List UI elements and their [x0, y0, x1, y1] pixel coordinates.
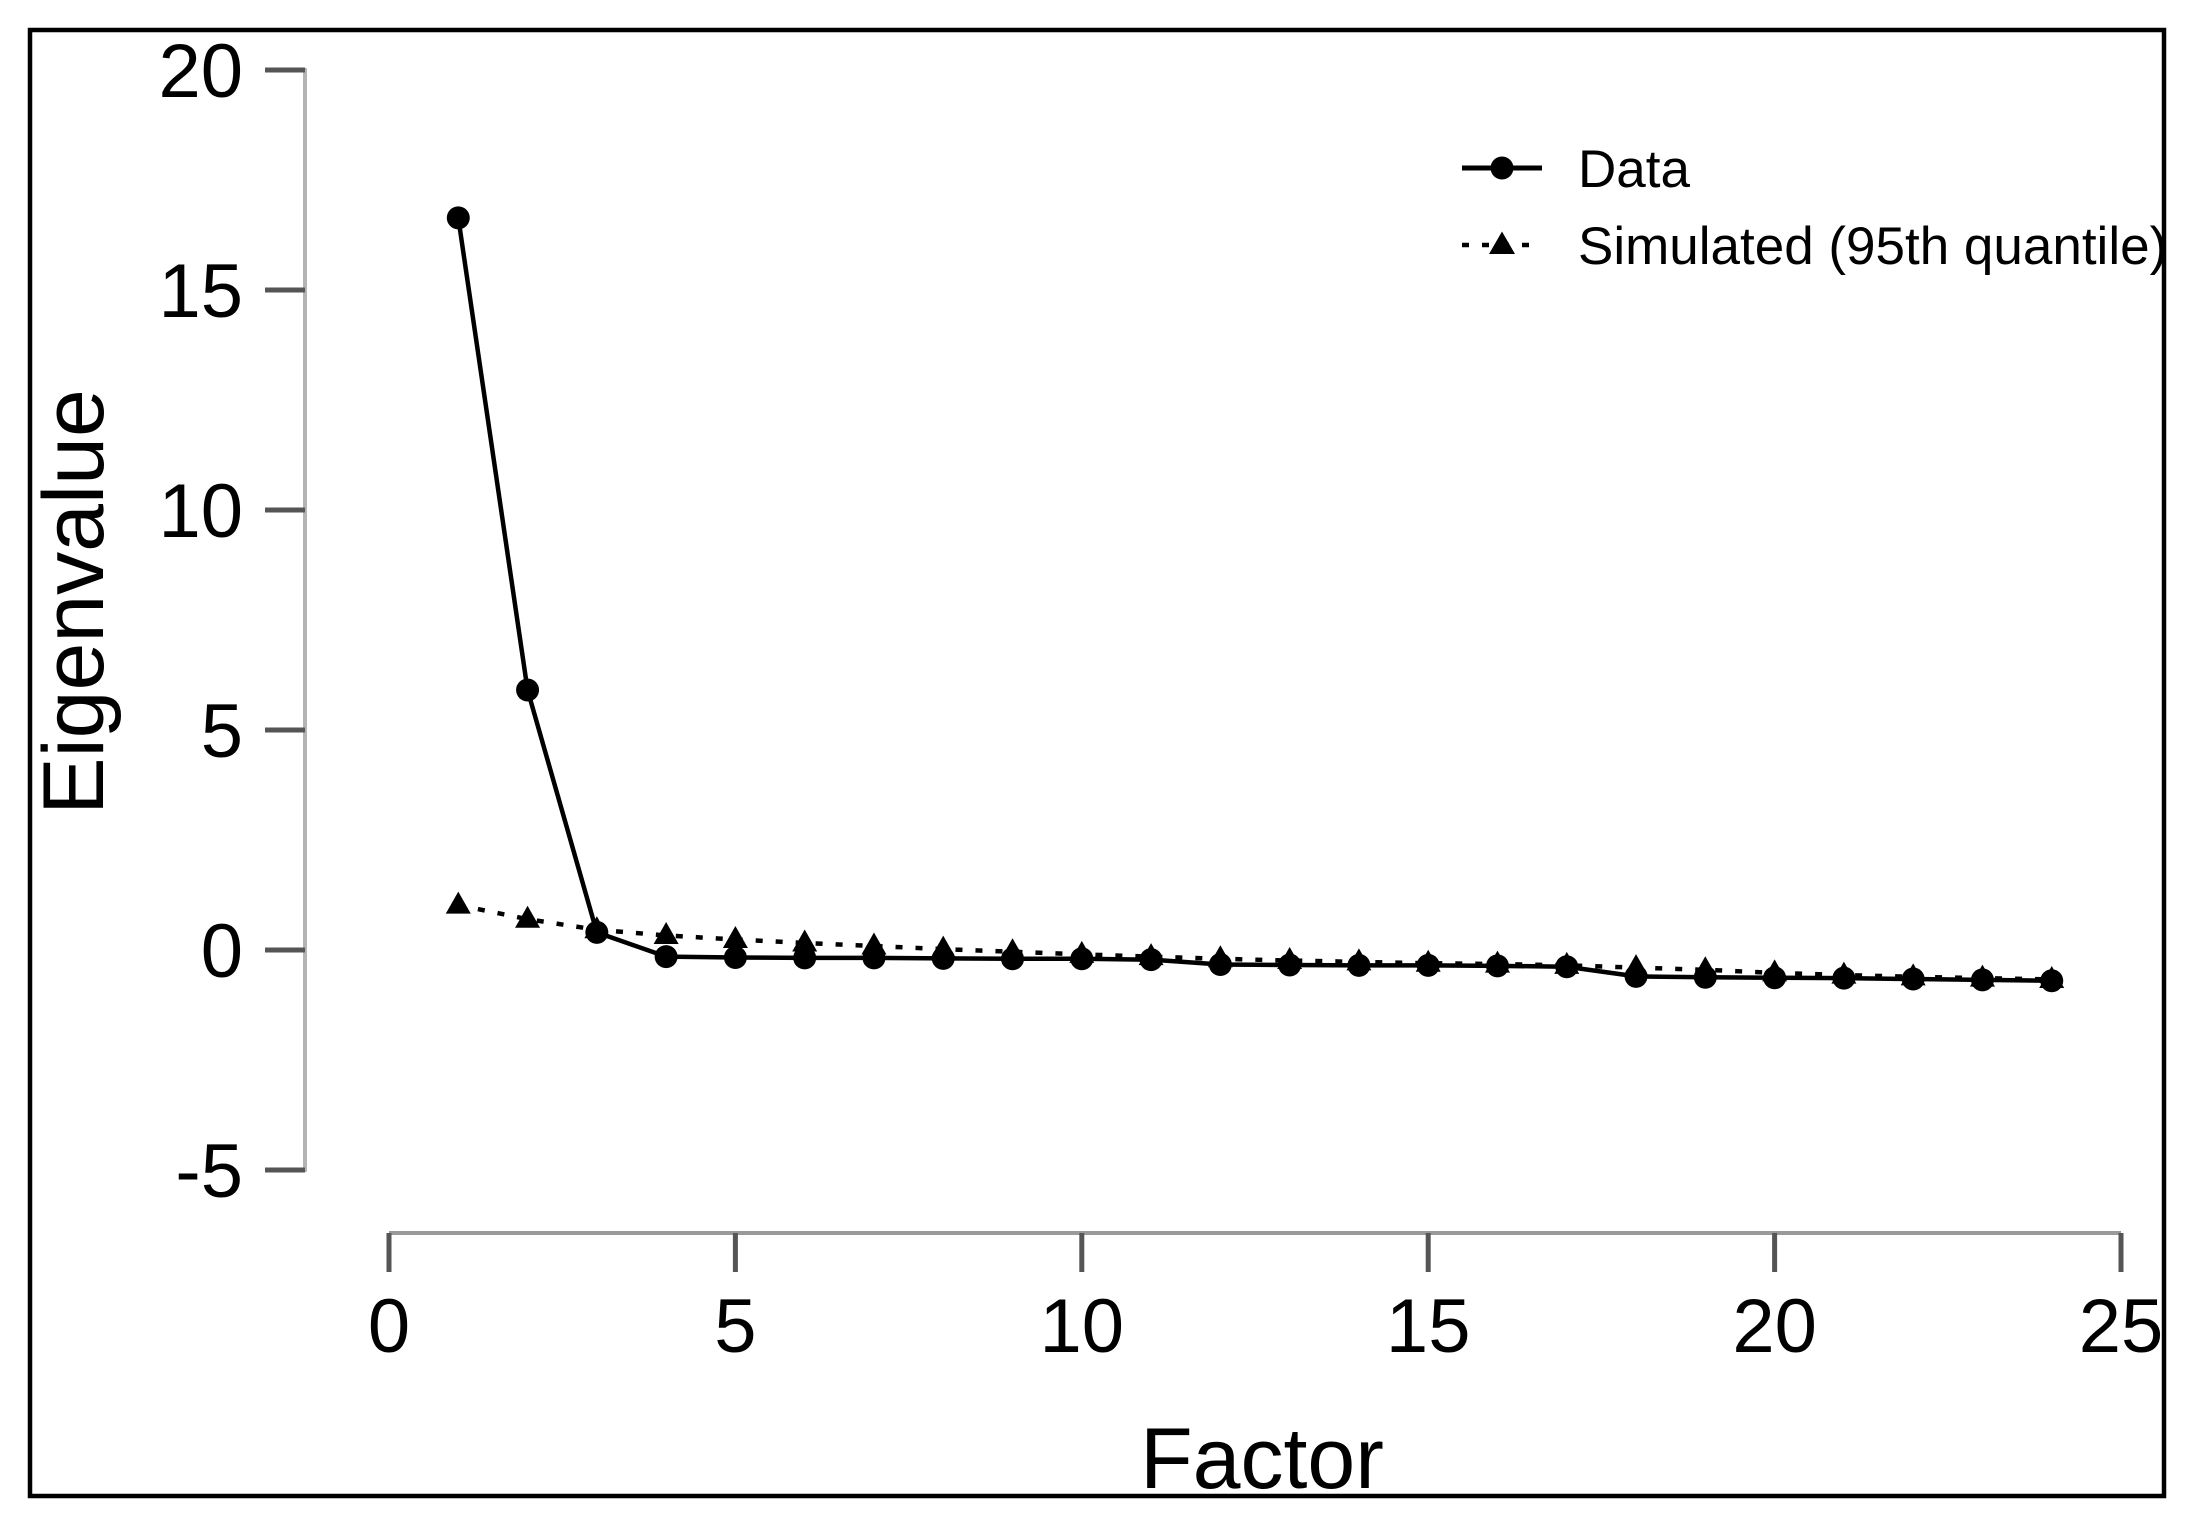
data-point-marker: [516, 678, 540, 702]
simulated-point-marker: [1554, 951, 1580, 974]
legend-circle-marker-icon: [1490, 156, 1514, 180]
simulated-point-marker: [930, 935, 956, 958]
x-axis-title: Factor: [1140, 1411, 1384, 1507]
x-tick-label: 10: [1040, 1284, 1125, 1369]
y-tick-label: 5: [201, 689, 243, 774]
simulated-point-marker: [1277, 947, 1303, 970]
simulated-point-marker: [1623, 954, 1649, 977]
figure-frame: [27, 27, 2167, 1499]
x-tick-label: 5: [714, 1284, 756, 1369]
legend-triangle-marker-icon: [1489, 231, 1515, 254]
legend-item-simulated: Simulated (95th quantile): [1462, 217, 2167, 276]
data-point-marker: [723, 945, 747, 969]
legend-label-data: Data: [1578, 140, 1690, 199]
x-tick-label: 15: [1386, 1284, 1471, 1369]
simulated-point-marker: [1415, 949, 1441, 972]
simulated-point-marker: [1000, 938, 1026, 961]
data-series-line: [456, 217, 2052, 984]
x-axis: 0 5 10 15 20 25: [368, 1233, 2163, 1369]
data-point-marker: [446, 206, 470, 230]
simulated-point-marker: [1346, 948, 1372, 971]
y-tick-label: -5: [175, 1129, 243, 1214]
y-tick-label: 20: [158, 29, 243, 114]
simulated-point-marker: [1969, 964, 1995, 987]
y-axis: 20 15 10 5 0 -5: [158, 29, 305, 1214]
data-point-marker: [654, 945, 678, 969]
y-axis-title: Eigenvalue: [26, 389, 122, 815]
simulated-point-marker: [722, 925, 748, 948]
x-tick-label: 25: [2079, 1284, 2164, 1369]
y-tick-label: 15: [158, 249, 243, 334]
simulated-point-marker: [1069, 940, 1095, 963]
x-tick-label: 0: [368, 1284, 410, 1369]
simulated-point-marker: [1484, 950, 1510, 973]
simulated-point-marker: [1138, 943, 1164, 966]
simulated-point-marker: [861, 932, 887, 955]
simulated-point-marker: [515, 905, 541, 928]
y-tick-label: 0: [201, 909, 243, 994]
simulated-point-marker: [792, 929, 818, 952]
simulated-point-marker: [2039, 965, 2065, 988]
simulated-point-marker: [1831, 961, 1857, 984]
simulated-point-marker: [445, 891, 471, 914]
simulated-point-marker: [653, 921, 679, 944]
simulated-point-marker: [1692, 956, 1718, 979]
data-point-marker: [793, 946, 817, 970]
simulated-point-marker: [1762, 959, 1788, 982]
simulated-point-marker: [1207, 945, 1233, 968]
x-tick-label: 20: [1732, 1284, 1817, 1369]
y-tick-label: 10: [158, 469, 243, 554]
simulated-point-marker: [584, 916, 610, 939]
simulated-series-line: [457, 902, 2052, 982]
plot-series: [445, 206, 2065, 993]
legend-label-simulated: Simulated (95th quantile): [1578, 217, 2167, 276]
legend-item-data: Data: [1462, 140, 1690, 199]
legend: Data Simulated (95th quantile): [1462, 140, 2167, 276]
simulated-point-marker: [1900, 963, 1926, 986]
